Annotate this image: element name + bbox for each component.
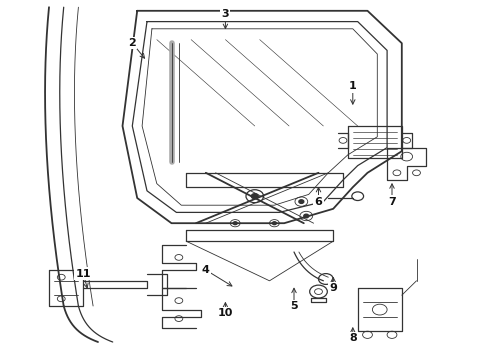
Circle shape xyxy=(299,200,304,203)
Text: 8: 8 xyxy=(349,333,357,343)
Text: 3: 3 xyxy=(221,9,229,19)
Text: 4: 4 xyxy=(202,265,210,275)
Text: 7: 7 xyxy=(388,197,396,207)
Circle shape xyxy=(304,214,309,218)
Text: 1: 1 xyxy=(349,81,357,91)
Text: 6: 6 xyxy=(315,197,322,207)
Circle shape xyxy=(233,222,237,225)
Text: 9: 9 xyxy=(329,283,337,293)
Text: 11: 11 xyxy=(75,269,91,279)
Circle shape xyxy=(251,194,258,199)
Text: 2: 2 xyxy=(128,38,136,48)
Circle shape xyxy=(272,222,276,225)
Text: 10: 10 xyxy=(218,308,233,318)
Text: 5: 5 xyxy=(290,301,298,311)
